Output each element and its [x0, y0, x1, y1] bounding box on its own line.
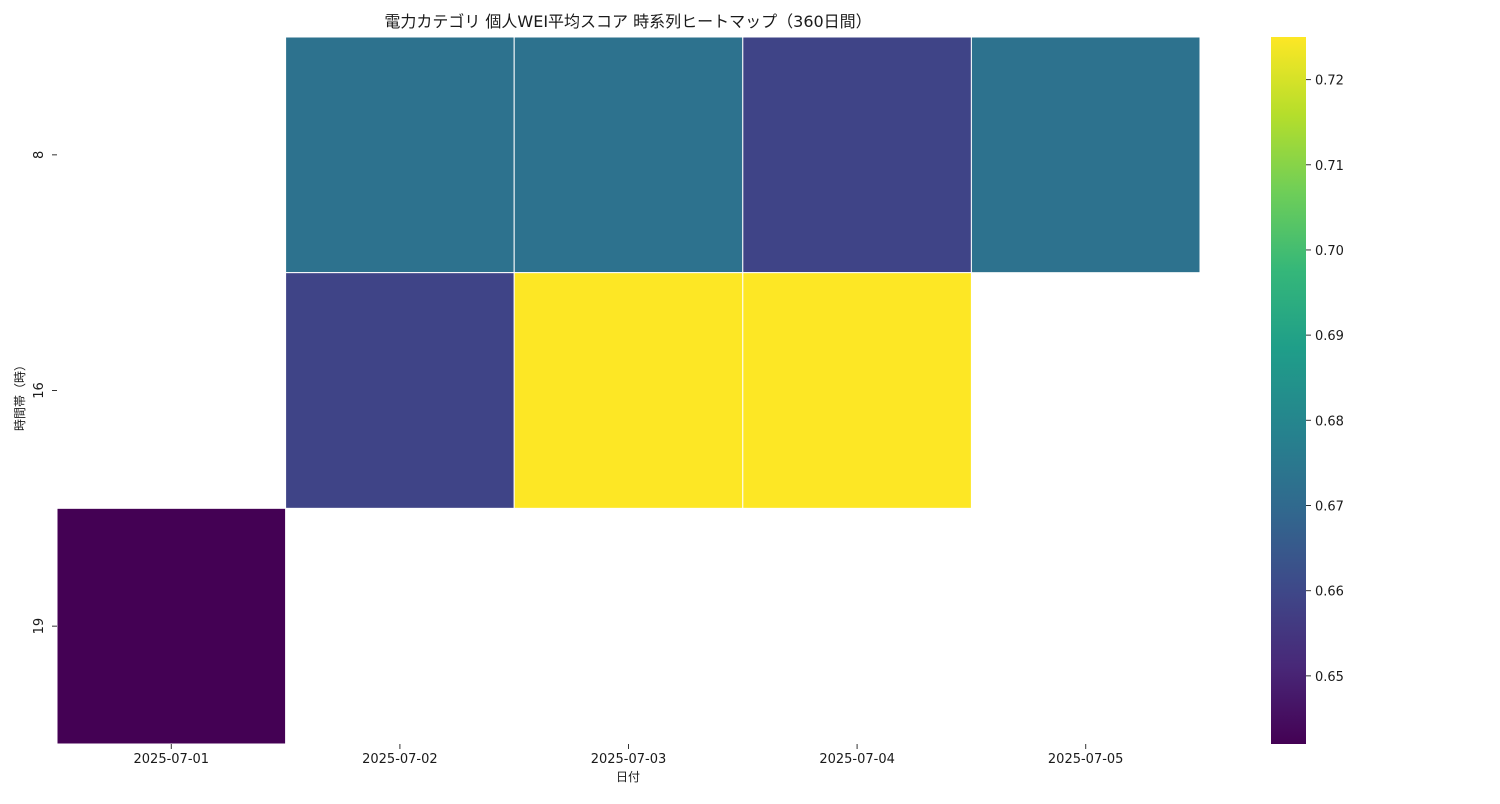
y-tick-label: 16 [32, 382, 47, 399]
colorbar-tick-label: 0.69 [1315, 329, 1344, 344]
x-tick-label: 2025-07-04 [819, 752, 895, 767]
x-tick-label: 2025-07-01 [134, 752, 210, 767]
x-axis-label: 日付 [616, 770, 640, 784]
heatmap-cell [285, 36, 515, 274]
heatmap-cells [56, 36, 1201, 745]
heatmap-cell [970, 36, 1201, 274]
colorbar-tick-label: 0.72 [1315, 74, 1344, 89]
y-tick-label: 8 [32, 151, 47, 159]
x-axis-ticks: 2025-07-01 2025-07-02 2025-07-03 2025-07-04… [134, 744, 1124, 767]
x-tick-label: 2025-07-05 [1048, 752, 1124, 767]
heatmap-cell [742, 272, 972, 509]
x-tick-label: 2025-07-02 [362, 752, 438, 767]
heatmap-cell [56, 507, 287, 745]
y-axis-ticks: 8 16 19 [32, 151, 57, 635]
colorbar-tick-label: 0.71 [1315, 159, 1344, 174]
y-tick-label: 19 [32, 618, 47, 635]
x-tick-label: 2025-07-03 [591, 752, 667, 767]
colorbar-tick-label: 0.67 [1315, 499, 1344, 514]
colorbar-ticks: 0.65 0.66 0.67 0.68 0.69 0.70 0.71 0.72 [1306, 74, 1344, 685]
heatmap-cell [742, 36, 972, 274]
heatmap-cell [285, 272, 515, 509]
heatmap-cell [513, 36, 744, 274]
colorbar-tick-label: 0.68 [1315, 414, 1344, 429]
colorbar-tick-label: 0.70 [1315, 244, 1344, 259]
colorbar-tick-label: 0.66 [1315, 585, 1344, 600]
heatmap-cell [513, 272, 744, 509]
chart-title: 電力カテゴリ 個人WEI平均スコア 時系列ヒートマップ（360日間） [384, 12, 871, 31]
y-axis-label: 時間帯（時） [13, 359, 27, 431]
colorbar [1271, 37, 1306, 744]
colorbar-tick-label: 0.65 [1315, 670, 1344, 685]
